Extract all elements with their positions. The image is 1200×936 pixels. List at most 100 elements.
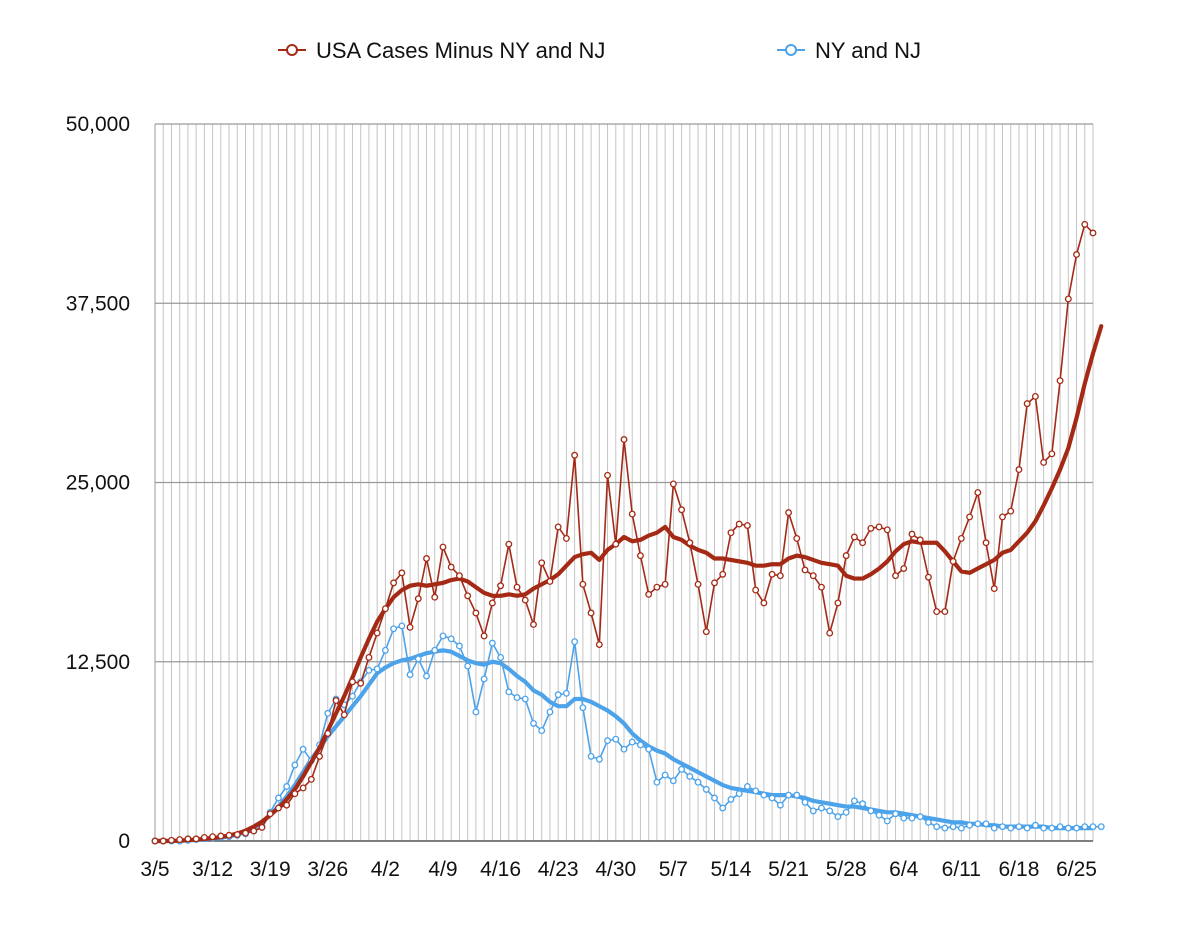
series-usa-minus-ny-nj-point — [571, 451, 579, 459]
series-usa-minus-ny-nj-point — [209, 833, 217, 841]
series-ny-nj-point — [834, 813, 842, 821]
series-usa-minus-ny-nj-point — [217, 832, 225, 840]
x-tick-label: 5/7 — [659, 858, 688, 881]
series-ny-nj-point — [349, 692, 356, 700]
series-ny-nj-point — [283, 783, 291, 790]
series-usa-minus-ny-nj-point — [579, 580, 587, 588]
series-ny-nj-point — [423, 672, 430, 680]
series-ny-nj-point — [505, 688, 513, 696]
series-usa-minus-ny-nj-point — [743, 522, 751, 529]
series-ny-nj-point — [809, 807, 817, 815]
series-usa-minus-ny-nj-point — [776, 572, 784, 580]
series-usa-minus-ny-nj-point — [999, 513, 1006, 521]
y-tick-label: 37,500 — [66, 292, 130, 315]
series-usa-minus-ny-nj-point — [760, 599, 768, 607]
series-ny-nj-point — [1097, 823, 1105, 831]
series-ny-nj-point — [365, 666, 373, 674]
series-ny-nj-point — [324, 709, 332, 717]
series-ny-nj-point — [480, 675, 488, 683]
series-ny-nj-point — [990, 824, 998, 832]
series-usa-minus-ny-nj-point — [307, 775, 315, 783]
series-usa-minus-ny-nj-point — [159, 837, 167, 845]
series-usa-minus-ny-nj-point — [850, 533, 858, 541]
series-ny-nj-point — [867, 807, 875, 815]
legend-item-usa-minus-ny-nj: USA Cases Minus NY and NJ — [278, 38, 605, 63]
series-ny-nj-point — [488, 639, 496, 647]
x-tick-label: 4/9 — [428, 858, 457, 881]
series-ny-nj-point — [1064, 824, 1072, 832]
series-usa-minus-ny-nj-point — [752, 586, 760, 594]
series-usa-minus-ny-nj-point — [258, 823, 266, 831]
series-ny-nj-point — [892, 810, 899, 818]
series-usa-minus-ny-nj-point — [431, 593, 439, 601]
x-tick-label: 3/19 — [250, 858, 291, 881]
series-usa-minus-ny-nj-point — [785, 509, 793, 517]
series-ny-nj-point — [1031, 821, 1039, 829]
series-ny-nj-point — [842, 808, 850, 816]
series-ny-nj-point — [571, 638, 579, 646]
x-tick-label: 3/12 — [192, 858, 233, 881]
series-ny-nj-point — [1015, 823, 1023, 831]
series-usa-minus-ny-nj-point — [949, 557, 957, 565]
x-tick-label: 6/18 — [999, 858, 1040, 881]
series-usa-minus-ny-nj-point — [875, 523, 883, 531]
series-usa-minus-ny-nj-point — [184, 835, 192, 843]
series-ny-nj-point — [966, 821, 974, 829]
series-usa-minus-ny-nj-point — [1073, 251, 1080, 258]
series-ny-nj-point — [637, 741, 644, 749]
x-tick-label: 5/14 — [711, 858, 752, 881]
series-ny-nj-point — [612, 735, 620, 743]
series-ny-nj-point — [678, 765, 686, 773]
x-tick-labels: 3/5 3/12 3/19 3/26 4/2 4/9 4/16 4/23 4/30 5/7 5/14… — [140, 858, 1097, 881]
series-ny-nj-point — [735, 790, 743, 798]
series-ny-nj-point — [719, 804, 727, 812]
series-usa-minus-ny-nj-point — [538, 559, 546, 567]
series-ny-nj-point — [414, 655, 422, 663]
series-ny-nj-point — [933, 823, 941, 831]
legend-label-usa-minus-ny-nj: USA Cases Minus NY and NJ — [316, 38, 605, 63]
legend-marker-ny-nj — [785, 44, 797, 56]
series-usa-minus-ny-nj-point — [1031, 393, 1039, 400]
series-usa-minus-ny-nj-point — [283, 801, 291, 809]
series-ny-nj-point — [859, 800, 867, 808]
series-usa-minus-ny-nj-point — [702, 628, 710, 636]
series-ny-nj-point — [908, 814, 916, 822]
series-ny-nj-point — [291, 761, 299, 769]
series-usa-minus-ny-nj-point — [151, 837, 159, 845]
series-ny-nj-point — [711, 794, 718, 802]
series-usa-minus-ny-nj-point — [711, 579, 718, 587]
series-usa-minus-ny-nj-point — [266, 810, 274, 818]
series-ny-nj-point — [554, 691, 562, 699]
legend: USA Cases Minus NY and NJ NY and NJ — [278, 38, 921, 63]
series-ny-nj-point — [373, 665, 381, 673]
series-ny-nj-point — [760, 791, 768, 799]
x-tick-label: 5/28 — [826, 858, 867, 881]
series-usa-minus-ny-nj-point — [892, 572, 899, 580]
series-ny-nj-point — [793, 791, 801, 799]
series-usa-minus-ny-nj-point — [1015, 466, 1023, 474]
series-ny-nj-point — [431, 646, 439, 654]
series-usa-minus-ny-nj-point — [974, 489, 982, 496]
series-ny-nj-point — [694, 778, 702, 786]
series-usa-minus-ny-nj-point — [192, 835, 200, 843]
series-usa-minus-ny-nj-point — [966, 513, 974, 521]
x-tick-label: 6/25 — [1056, 858, 1097, 881]
series-ny-nj-point — [1073, 824, 1080, 832]
series-usa-minus-ny-nj-point — [620, 436, 628, 443]
series-usa-minus-ny-nj-point — [916, 536, 924, 544]
series-usa-minus-ny-nj-point — [168, 836, 175, 844]
series-ny-nj-point — [768, 794, 776, 802]
y-tick-label: 0 — [118, 830, 130, 853]
series-ny-nj-point — [653, 778, 661, 786]
y-tick-label: 50,000 — [66, 113, 130, 136]
series-ny-nj-point — [801, 798, 809, 806]
series-usa-minus-ny-nj-point — [299, 784, 307, 792]
x-tick-label: 3/26 — [307, 858, 348, 881]
x-tick-label: 6/4 — [889, 858, 919, 881]
series-usa-minus-ny-nj-point — [497, 582, 505, 590]
series-usa-minus-ny-nj-point — [447, 563, 455, 571]
series-usa-minus-ny-nj-point — [1007, 507, 1015, 515]
series-ny-nj-point — [538, 727, 546, 735]
series-usa-minus-ny-nj-point — [867, 524, 875, 532]
series-ny-nj-point — [1056, 823, 1064, 831]
